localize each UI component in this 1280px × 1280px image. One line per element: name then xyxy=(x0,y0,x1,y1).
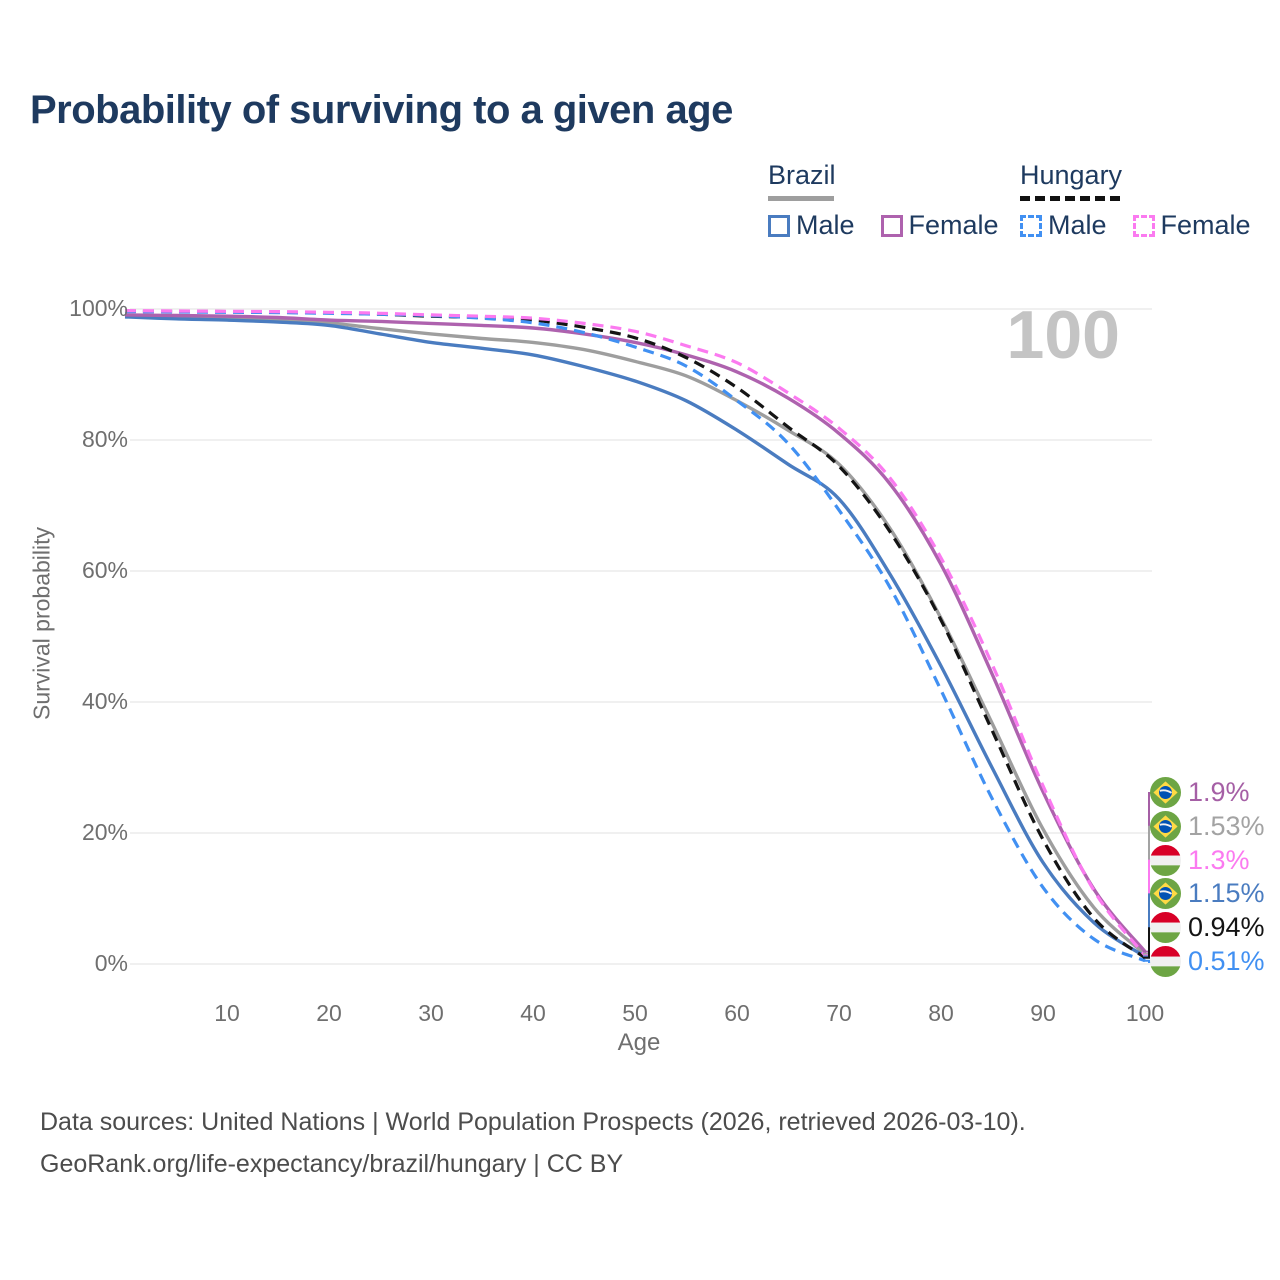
legend-item-hungary-male[interactable]: Male xyxy=(1020,210,1107,241)
x-tick-40: 40 xyxy=(520,1000,546,1026)
legend-item-hungary-female[interactable]: Female xyxy=(1132,210,1251,241)
data-sources-note: Data sources: United Nations | World Pop… xyxy=(40,1108,1026,1136)
y-tick-100: 100% xyxy=(69,295,128,321)
x-tick-80: 80 xyxy=(928,1000,954,1026)
brazil-flag-icon xyxy=(1150,878,1181,910)
y-tick-60: 60% xyxy=(81,557,128,583)
end-label-value: 0.94% xyxy=(1188,912,1265,943)
legend-item-brazil-male[interactable]: Male xyxy=(768,210,855,241)
end-label-value: 1.15% xyxy=(1188,878,1265,909)
x-tick-20: 20 xyxy=(316,1000,342,1026)
legend-hungary-label: Hungary xyxy=(1020,160,1123,190)
hungary-male-swatch xyxy=(1020,214,1042,237)
x-tick-70: 70 xyxy=(826,1000,852,1026)
legend-hungary-female-label: Female xyxy=(1160,210,1251,240)
hungary-flag-icon xyxy=(1150,844,1181,876)
x-tick-100: 100 xyxy=(1125,1000,1165,1026)
x-tick-10: 10 xyxy=(214,1000,240,1026)
legend-item-brazil-female[interactable]: Female xyxy=(880,210,999,241)
legend-hungary-male-label: Male xyxy=(1048,210,1107,240)
end-label-brazil-total: 1.53% xyxy=(1150,810,1265,842)
hungary-flag-icon xyxy=(1150,946,1181,977)
legend-group-brazil: Brazil Male Female xyxy=(768,160,999,241)
end-label-brazil-male: 1.15% xyxy=(1150,878,1265,910)
line-brazil-total[interactable] xyxy=(124,313,1147,956)
line-brazil-male[interactable] xyxy=(124,315,1146,958)
x-tick-50: 50 xyxy=(622,1000,648,1026)
legend-brazil-male-label: Male xyxy=(796,210,855,240)
hungary-female-swatch xyxy=(1132,214,1155,237)
line-hungary-total[interactable] xyxy=(124,309,1146,960)
line-brazil-female[interactable] xyxy=(124,313,1147,953)
hungary-flag-icon xyxy=(1150,912,1181,944)
end-label-value: 1.3% xyxy=(1188,844,1250,875)
end-label-brazil-female: 1.9% xyxy=(1150,777,1250,808)
legend-brazil-label: Brazil xyxy=(768,160,836,190)
page-title: Probability of surviving to a given age xyxy=(30,88,733,132)
x-tick-30: 30 xyxy=(418,1000,444,1026)
end-label-hungary-total: 0.94% xyxy=(1150,912,1265,944)
y-tick-40: 40% xyxy=(81,688,128,714)
y-tick-80: 80% xyxy=(81,426,128,452)
legend-brazil-female-label: Female xyxy=(908,210,999,240)
brazil-male-swatch xyxy=(768,214,790,237)
x-axis-title: Age xyxy=(617,1029,661,1056)
brazil-female-swatch xyxy=(880,214,903,237)
y-axis-title: Survival probability xyxy=(28,526,55,721)
y-tick-20: 20% xyxy=(81,819,128,845)
y-tick-0: 0% xyxy=(94,950,128,976)
x-tick-60: 60 xyxy=(724,1000,750,1026)
attribution-note: GeoRank.org/life-expectancy/brazil/hunga… xyxy=(40,1150,624,1178)
end-label-value: 1.9% xyxy=(1188,777,1250,807)
end-label-value: 0.51% xyxy=(1188,946,1265,976)
end-label-hungary-male: 0.51% xyxy=(1150,946,1265,977)
line-hungary-male[interactable] xyxy=(124,310,1146,963)
brazil-flag-icon xyxy=(1150,777,1181,808)
x-tick-90: 90 xyxy=(1030,1000,1056,1026)
legend-group-hungary: Hungary Male Female xyxy=(1020,160,1251,241)
brazil-total-line-swatch xyxy=(768,196,834,201)
brazil-flag-icon xyxy=(1150,810,1181,842)
age-watermark: 100 xyxy=(1006,297,1120,373)
line-hungary-female[interactable] xyxy=(124,309,1147,957)
end-label-value: 1.53% xyxy=(1188,810,1265,841)
end-label-hungary-female: 1.3% xyxy=(1150,844,1250,876)
hungary-total-line-swatch xyxy=(1020,196,1120,201)
